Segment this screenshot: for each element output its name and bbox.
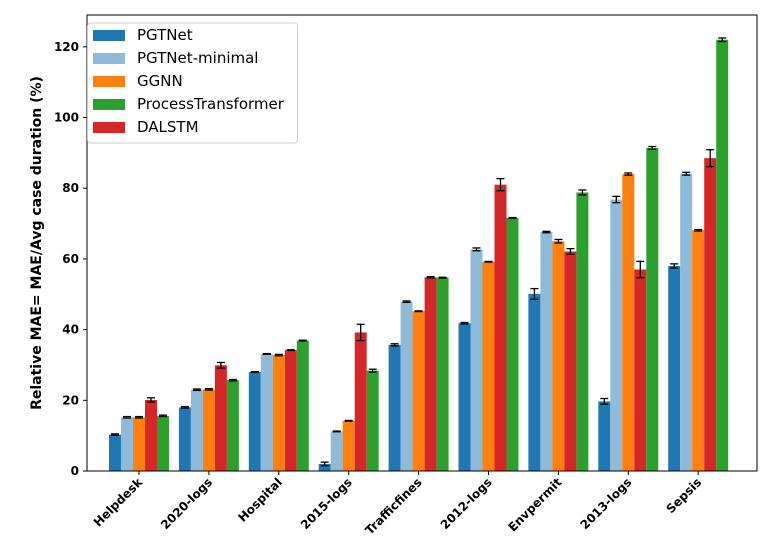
bar: [436, 277, 449, 471]
y-tick-label: 60: [62, 252, 79, 266]
legend-swatch: [93, 76, 125, 87]
legend-swatch: [93, 30, 125, 41]
bar: [284, 350, 297, 471]
bar: [482, 261, 495, 471]
legend-swatch: [93, 122, 125, 133]
bar: [400, 301, 413, 471]
legend-label: DALSTM: [137, 118, 199, 136]
x-tick-label: Sepsis: [663, 475, 704, 516]
bar: [296, 340, 309, 471]
bar: [494, 184, 507, 471]
bar: [540, 232, 553, 471]
bar: [576, 192, 589, 471]
bar: [470, 249, 483, 471]
bar: [214, 365, 227, 471]
bar: [668, 265, 681, 471]
legend-box: [87, 22, 298, 144]
legend-swatch: [93, 99, 125, 110]
bar: [272, 355, 285, 471]
x-tick-label: Helpdesk: [91, 475, 146, 530]
bar: [528, 293, 541, 471]
bar: [178, 407, 191, 471]
bar: [366, 370, 379, 471]
bar: [109, 434, 121, 471]
bar: [260, 353, 273, 471]
bar: [157, 415, 169, 471]
legend-label: PGTNet-minimal: [137, 49, 258, 67]
bar: [354, 332, 367, 471]
x-tick-label: 2013-logs: [578, 475, 635, 532]
bar: [552, 241, 565, 471]
bar: [412, 311, 425, 471]
bar: [145, 399, 157, 471]
legend-label: PGTNet: [137, 26, 193, 44]
y-tick-label: 40: [62, 323, 79, 337]
bar: [202, 389, 215, 471]
bar: [564, 251, 577, 471]
bar: [458, 323, 471, 471]
legend-label: ProcessTransformer: [137, 95, 285, 113]
legend-label: GGNN: [137, 72, 183, 90]
y-tick-label: 20: [62, 393, 79, 407]
y-tick-label: 0: [71, 464, 79, 478]
y-tick-label: 80: [62, 181, 79, 195]
legend: PGTNet PGTNet-minimal GGNN ProcessTransform…: [87, 22, 298, 144]
bar: [424, 277, 437, 471]
x-tick-label: 2012-logs: [438, 475, 495, 532]
plot-frame: [86, 14, 758, 472]
bar: [716, 39, 729, 471]
bar: [646, 147, 659, 471]
x-tick-label: 2015-logs: [298, 475, 355, 532]
x-tick-label: Envpermit: [505, 475, 564, 534]
bar: [634, 269, 647, 471]
bar: [506, 217, 519, 471]
x-tick-label: Trafficfines: [362, 475, 424, 537]
bar: [388, 344, 401, 471]
bar: [680, 173, 693, 471]
y-tick-label: 120: [54, 40, 79, 54]
bar: [610, 199, 623, 471]
bar: [598, 401, 611, 471]
x-tick-label: 2020-logs: [158, 475, 215, 532]
bar: [330, 431, 343, 471]
bar: [226, 380, 239, 471]
bar: [248, 372, 261, 471]
bar: [133, 417, 145, 471]
bar: [318, 463, 331, 471]
bar: [704, 158, 717, 472]
x-tick-label: Hospital: [235, 475, 285, 525]
bar: [692, 230, 705, 471]
bar: [121, 417, 133, 471]
y-tick-label: 100: [54, 111, 79, 125]
legend-swatch: [93, 53, 125, 64]
bar: [622, 174, 635, 471]
y-axis-label: Relative MAE= MAE/Avg case duration (%): [29, 76, 45, 410]
bar: [190, 389, 203, 471]
bar: [342, 420, 355, 471]
